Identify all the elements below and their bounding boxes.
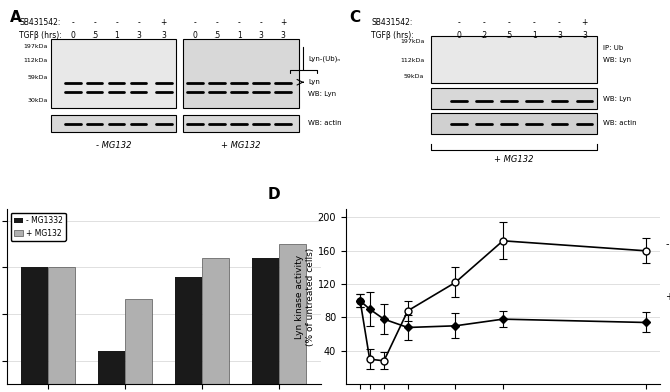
Text: + SB: + SB xyxy=(666,292,670,301)
Text: 0: 0 xyxy=(193,31,198,40)
Text: 197kDa: 197kDa xyxy=(23,44,48,49)
Bar xyxy=(48,267,75,384)
Text: 30kDa: 30kDa xyxy=(27,98,48,103)
Text: A: A xyxy=(10,9,21,25)
Bar xyxy=(21,267,48,384)
Text: + MG132: + MG132 xyxy=(221,141,261,150)
Text: + MG132: + MG132 xyxy=(494,155,534,164)
Text: 0: 0 xyxy=(70,31,75,40)
Text: WB: actin: WB: actin xyxy=(308,120,342,126)
Text: 0: 0 xyxy=(456,31,462,40)
Text: 1: 1 xyxy=(237,31,241,40)
Text: -: - xyxy=(115,18,118,27)
Bar xyxy=(279,244,306,384)
FancyBboxPatch shape xyxy=(182,114,299,132)
FancyBboxPatch shape xyxy=(51,39,176,108)
Text: Lyn-(Ub)ₙ: Lyn-(Ub)ₙ xyxy=(308,55,340,62)
Text: WB: Lyn: WB: Lyn xyxy=(308,91,336,98)
Text: 112kDa: 112kDa xyxy=(400,58,424,63)
Text: .2: .2 xyxy=(480,31,488,40)
FancyBboxPatch shape xyxy=(51,114,176,132)
Text: TGFβ (hrs):: TGFβ (hrs): xyxy=(371,31,414,40)
Text: D: D xyxy=(267,187,280,202)
FancyBboxPatch shape xyxy=(431,113,597,134)
Text: -: - xyxy=(194,18,196,27)
Legend: - MG1332, + MG132: - MG1332, + MG132 xyxy=(11,213,66,241)
Text: -: - xyxy=(238,18,241,27)
Text: 3: 3 xyxy=(281,31,285,40)
Bar xyxy=(98,352,125,384)
Text: +: + xyxy=(582,18,588,27)
Text: 59kDa: 59kDa xyxy=(404,74,424,79)
Text: +: + xyxy=(161,18,167,27)
Text: .5: .5 xyxy=(506,31,513,40)
Text: 1: 1 xyxy=(532,31,537,40)
Text: +: + xyxy=(280,18,286,27)
Bar xyxy=(176,277,202,384)
Text: 112kDa: 112kDa xyxy=(23,58,48,63)
Text: C: C xyxy=(349,9,360,25)
Bar xyxy=(125,299,152,384)
Text: 59kDa: 59kDa xyxy=(27,75,48,80)
Text: .5: .5 xyxy=(214,31,220,40)
Text: WB: actin: WB: actin xyxy=(604,120,637,126)
Text: Lyn: Lyn xyxy=(308,79,320,85)
Text: -: - xyxy=(558,18,561,27)
Text: 3: 3 xyxy=(259,31,263,40)
Text: SB431542:: SB431542: xyxy=(19,18,61,27)
Text: .5: .5 xyxy=(91,31,98,40)
Text: IP: Ub: IP: Ub xyxy=(604,45,624,51)
Text: SB431542:: SB431542: xyxy=(371,18,413,27)
Text: - MG132: - MG132 xyxy=(96,141,131,150)
Text: -: - xyxy=(260,18,263,27)
Bar xyxy=(202,258,229,384)
Text: 197kDa: 197kDa xyxy=(400,38,424,44)
Text: WB: Lyn: WB: Lyn xyxy=(604,96,632,102)
Text: TGFβ (hrs):: TGFβ (hrs): xyxy=(19,31,62,40)
Text: -: - xyxy=(93,18,96,27)
FancyBboxPatch shape xyxy=(431,36,597,83)
FancyBboxPatch shape xyxy=(182,39,299,108)
Text: -: - xyxy=(137,18,140,27)
Text: -: - xyxy=(216,18,218,27)
Text: 3: 3 xyxy=(582,31,587,40)
Text: -: - xyxy=(508,18,511,27)
Y-axis label: Lyn kinase activity
(% of untreated cells): Lyn kinase activity (% of untreated cell… xyxy=(295,247,315,346)
Text: 3: 3 xyxy=(161,31,166,40)
Text: 3: 3 xyxy=(557,31,562,40)
Text: - SB: - SB xyxy=(666,239,670,249)
Bar xyxy=(253,258,279,384)
Text: -: - xyxy=(533,18,536,27)
Text: WB: Lyn: WB: Lyn xyxy=(604,57,632,64)
Text: -: - xyxy=(482,18,486,27)
Text: -: - xyxy=(458,18,460,27)
Text: -: - xyxy=(71,18,74,27)
FancyBboxPatch shape xyxy=(431,88,597,109)
Text: 1: 1 xyxy=(115,31,119,40)
Text: 3: 3 xyxy=(136,31,141,40)
